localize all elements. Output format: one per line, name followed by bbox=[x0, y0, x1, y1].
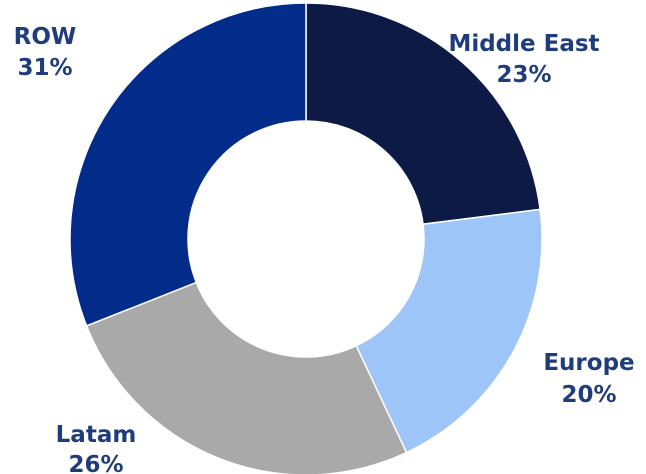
slice-latam bbox=[85, 281, 408, 474]
slice-middle-east bbox=[305, 2, 541, 226]
label-europe-name: Europe bbox=[543, 350, 634, 376]
donut-slices bbox=[69, 2, 543, 474]
label-latam-name: Latam bbox=[56, 422, 137, 448]
label-latam-value: 26% bbox=[68, 452, 123, 474]
label-middle-east-value: 23% bbox=[496, 62, 551, 88]
label-europe-value: 20% bbox=[561, 382, 616, 408]
slice-europe bbox=[355, 208, 543, 454]
label-row-value: 31% bbox=[17, 55, 72, 81]
slice-row bbox=[69, 2, 307, 327]
label-row-name: ROW bbox=[14, 24, 77, 50]
label-middle-east-name: Middle East bbox=[448, 31, 599, 57]
